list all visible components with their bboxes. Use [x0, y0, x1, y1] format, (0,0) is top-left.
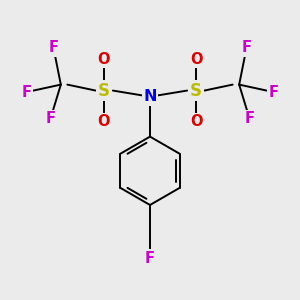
Text: S: S	[190, 82, 202, 100]
Text: O: O	[98, 114, 110, 129]
Text: F: F	[242, 40, 252, 55]
Text: F: F	[45, 111, 56, 126]
Text: F: F	[244, 111, 255, 126]
Text: O: O	[190, 52, 202, 67]
Text: F: F	[145, 251, 155, 266]
Text: O: O	[190, 114, 202, 129]
Text: F: F	[268, 85, 278, 100]
Text: F: F	[48, 40, 59, 55]
Text: N: N	[143, 89, 157, 104]
Text: F: F	[22, 85, 32, 100]
Text: O: O	[98, 52, 110, 67]
Text: S: S	[98, 82, 110, 100]
